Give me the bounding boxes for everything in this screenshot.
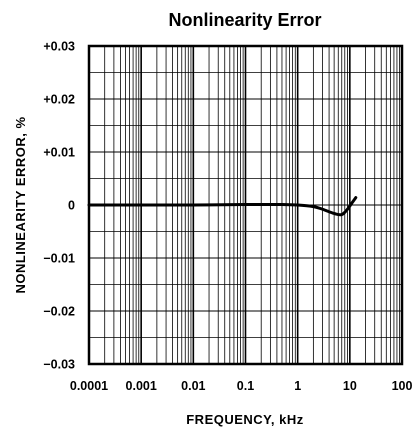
y-tick-label: +0.01 [43, 146, 75, 160]
y-tick-label: −0.03 [43, 358, 75, 372]
tick-labels: 0.0001 0.001 0.01 0.1 1 10 100 +0.03 +0.02 +0.01 0… [43, 40, 412, 394]
plot-frame [87, 44, 404, 366]
series-line [87, 196, 358, 217]
y-tick-label: +0.03 [43, 40, 75, 54]
y-tick-label: +0.02 [43, 93, 75, 107]
x-tick-label: 0.0001 [70, 379, 108, 393]
x-tick-label: 0.001 [126, 379, 157, 393]
x-tick-label: 0.01 [181, 379, 205, 393]
x-tick-label: 0.1 [237, 379, 254, 393]
y-tick-label: −0.01 [43, 252, 75, 266]
x-tick-label: 100 [392, 379, 412, 393]
y-axis-label: NONLINEARITY ERROR, % [13, 116, 28, 293]
x-axis-label: FREQUENCY, kHz [186, 412, 304, 427]
y-tick-label: −0.02 [43, 305, 75, 319]
chart-title: Nonlinearity Error [168, 10, 321, 30]
y-tick-label: 0 [68, 199, 75, 213]
x-tick-label: 10 [343, 379, 357, 393]
series-layer [87, 196, 358, 217]
x-tick-label: 1 [294, 379, 301, 393]
